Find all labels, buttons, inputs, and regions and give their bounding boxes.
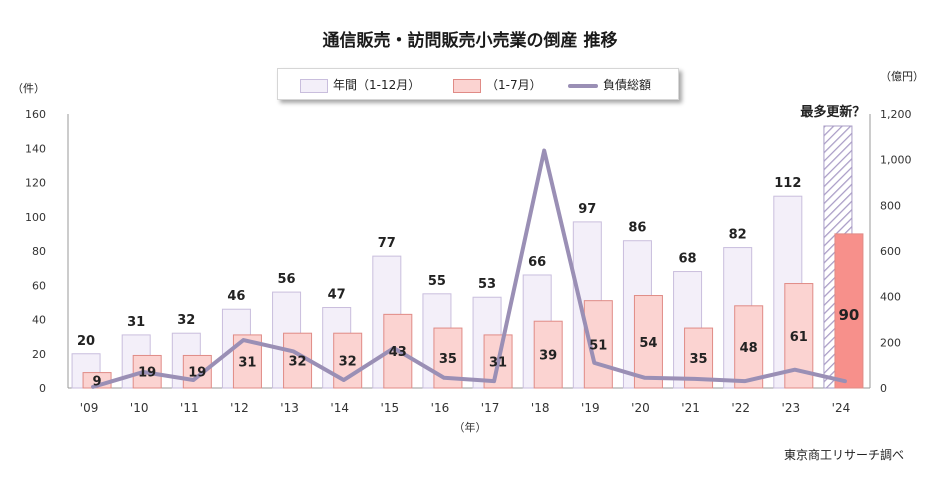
data-label-jan-jul: 32	[289, 355, 307, 370]
data-label-annual: 77	[378, 236, 396, 251]
bar-jan-jul	[533, 320, 563, 389]
chart-title: 通信販売・訪問販売小売業の倒産 推移	[322, 31, 618, 51]
x-tick-label: '22	[731, 401, 750, 415]
data-label-jan-jul: 19	[138, 366, 156, 381]
data-label-annual: 31	[127, 315, 145, 330]
right-tick-label: 1,200	[880, 108, 912, 121]
data-label-jan-jul: 43	[389, 345, 407, 360]
left-tick-label: 160	[25, 108, 46, 121]
data-label-jan-jul: 19	[188, 366, 206, 381]
x-tick-label: '12	[230, 401, 249, 415]
legend-label-jan-jul: （1-7月）	[486, 78, 542, 92]
annotation-2024: 最多更新？	[800, 104, 865, 120]
left-tick-label: 120	[25, 177, 46, 190]
legend-label-annual: 年間（1-12月）	[333, 78, 421, 92]
left-tick-label: 60	[32, 279, 46, 292]
data-label-annual: 68	[679, 252, 697, 267]
legend-item-jan-jul: （1-7月）	[453, 76, 542, 93]
data-label-annual: 86	[628, 221, 646, 236]
right-axis-unit: （億円）	[880, 70, 924, 83]
right-tick-label: 400	[880, 291, 901, 304]
right-tick-label: 600	[880, 245, 901, 258]
x-tick-label: '19	[581, 401, 600, 415]
legend-swatch-jan-jul	[453, 78, 481, 93]
right-tick-label: 200	[880, 336, 901, 349]
left-tick-label: 100	[25, 211, 46, 224]
right-tick-label: 0	[880, 382, 887, 395]
left-tick-label: 20	[32, 348, 46, 361]
left-tick-label: 80	[32, 245, 46, 258]
right-tick-label: 800	[880, 199, 901, 212]
data-label-jan-jul: 31	[489, 355, 507, 370]
x-tick-label: '20	[631, 401, 650, 415]
data-label-annual: 55	[428, 274, 446, 289]
data-label-annual: 66	[528, 255, 546, 270]
x-tick-label: '23	[782, 401, 801, 415]
source-note: 東京商工リサーチ調べ	[783, 448, 904, 462]
x-tick-label: '16	[431, 401, 450, 415]
x-tick-label: '13	[280, 401, 299, 415]
left-tick-label: 0	[39, 382, 46, 395]
left-axis-unit: （件）	[12, 82, 45, 95]
data-label-annual: 46	[227, 289, 245, 304]
x-tick-label: '10	[130, 401, 149, 415]
bar-jan-jul	[633, 295, 663, 389]
data-label-jan-jul: 48	[740, 341, 758, 356]
line-liabilities	[91, 148, 847, 389]
data-label-jan-jul: 35	[690, 352, 708, 367]
data-label-jan-jul: 90	[839, 306, 860, 324]
legend-swatch-liabilities	[568, 83, 598, 88]
bar-jan-jul	[734, 305, 764, 389]
data-label-jan-jul: 32	[339, 355, 357, 370]
x-tick-label: '11	[180, 401, 199, 415]
right-tick-label: 1,000	[880, 154, 912, 167]
legend: 年間（1-12月） （1-7月） 負債総額	[277, 68, 679, 100]
legend-label-liabilities: 負債総額	[603, 78, 652, 92]
data-label-jan-jul: 61	[790, 330, 808, 345]
bar-jan-jul	[834, 233, 864, 389]
data-label-annual: 112	[774, 176, 801, 191]
legend-swatch-annual	[300, 78, 328, 93]
data-label-annual: 82	[729, 228, 747, 243]
x-tick-label: '17	[481, 401, 500, 415]
legend-item-annual: 年間（1-12月）	[300, 76, 420, 93]
data-label-annual: 32	[177, 313, 195, 328]
data-label-jan-jul: 9	[93, 374, 102, 389]
data-label-jan-jul: 39	[539, 349, 557, 364]
x-tick-label: '15	[381, 401, 400, 415]
data-label-jan-jul: 54	[639, 336, 657, 351]
data-label-jan-jul: 31	[238, 355, 256, 370]
legend-item-liabilities: 負債総額	[568, 76, 651, 93]
x-tick-label: '24	[832, 401, 851, 415]
data-label-annual: 97	[578, 202, 596, 217]
x-tick-label: '14	[330, 401, 349, 415]
x-axis-unit: （年）	[454, 420, 487, 434]
data-label-annual: 53	[478, 277, 496, 292]
data-label-jan-jul: 35	[439, 352, 457, 367]
data-label-annual: 20	[77, 334, 95, 349]
x-tick-label: '21	[681, 401, 700, 415]
x-tick-label: '18	[531, 401, 550, 415]
data-label-annual: 56	[278, 272, 296, 287]
x-tick-label: '09	[80, 401, 99, 415]
data-label-annual: 47	[328, 288, 346, 303]
left-tick-label: 140	[25, 142, 46, 155]
data-label-jan-jul: 51	[589, 338, 607, 353]
left-tick-label: 40	[32, 314, 46, 327]
